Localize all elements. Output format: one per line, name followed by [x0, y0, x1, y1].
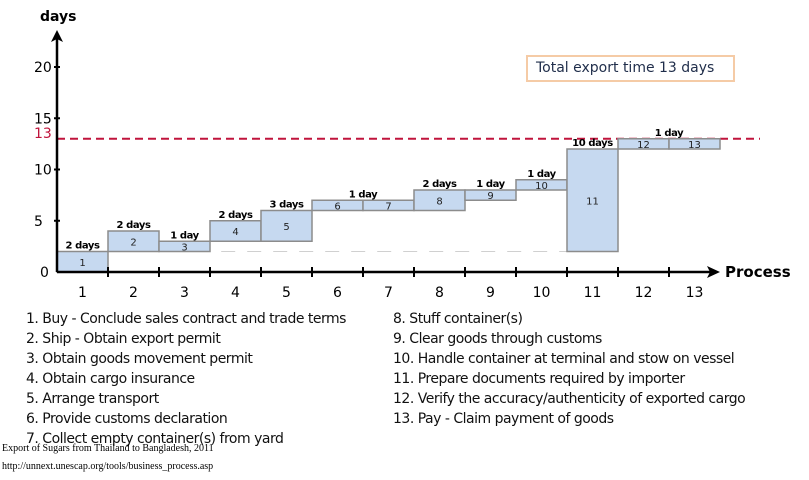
bar-label-13: 13 — [688, 140, 701, 151]
duration-label: 2 days — [116, 220, 151, 231]
legend-item: 11. Prepare documents required by import… — [393, 371, 685, 387]
bar-label-12: 12 — [637, 140, 650, 151]
duration-label: 3 days — [269, 200, 304, 211]
y-tick-label: 5 — [34, 214, 43, 230]
legend-item: 9. Clear goods through customs — [393, 331, 602, 347]
duration-label: 2 days — [65, 241, 100, 252]
x-tick-label: 10 — [533, 285, 551, 301]
x-tick-label: 12 — [635, 285, 653, 301]
x-tick-label: 11 — [584, 285, 602, 301]
duration-label: 1 day — [527, 169, 556, 180]
legend-item: 1. Buy - Conclude sales contract and tra… — [26, 311, 346, 327]
bar-label-9: 9 — [487, 191, 493, 202]
reference-line-label: 13 — [34, 126, 52, 142]
duration-label: 1 day — [476, 179, 505, 190]
process-bar-13 — [668, 138, 721, 150]
x-axis-title: Process — [725, 263, 791, 281]
legend-item: 13. Pay - Claim payment of goods — [393, 411, 614, 427]
x-tick-label: 6 — [333, 285, 342, 301]
legend-item: 2. Ship - Obtain export permit — [26, 331, 221, 347]
bar-label-5: 5 — [283, 222, 289, 233]
legend-item: 4. Obtain cargo insurance — [26, 371, 195, 387]
duration-label: 1 day — [170, 230, 199, 241]
bar-label-4: 4 — [232, 227, 238, 238]
process-bar-3 — [158, 240, 211, 253]
legend-left-column: 1. Buy - Conclude sales contract and tra… — [26, 309, 346, 449]
legend-item: 3. Obtain goods movement permit — [26, 351, 253, 367]
x-tick-label: 7 — [384, 285, 393, 301]
source-url: http://unnext.unescap.org/tools/business… — [2, 461, 214, 472]
legend-item: 7. Collect empty container(s) from yard — [26, 431, 284, 447]
x-tick-label: 13 — [686, 285, 704, 301]
bar-label-3: 3 — [181, 242, 187, 253]
duration-label: 2 days — [218, 210, 253, 221]
bar-label-11: 11 — [586, 196, 599, 207]
legend-right-column: 8. Stuff container(s) 9. Clear goods thr… — [393, 309, 746, 429]
y-axis-title: days — [40, 9, 77, 25]
x-tick-label: 9 — [486, 285, 495, 301]
bar-label-10: 10 — [535, 181, 548, 192]
y-tick-label: 15 — [34, 111, 52, 127]
x-tick-label: 5 — [282, 285, 291, 301]
process-bar-5 — [260, 209, 313, 242]
duration-label: 10 days — [572, 138, 613, 149]
total-export-time-annotation: Total export time 13 days — [526, 55, 735, 82]
bar-label-2: 2 — [130, 237, 136, 248]
source-caption: Export of Sugars from Thailand to Bangla… — [2, 443, 214, 454]
clipped-text-line — [30, 474, 809, 480]
process-bar-11 — [566, 148, 619, 253]
legend-item: 12. Verify the accuracy/authenticity of … — [393, 391, 746, 407]
duration-label: 1 day — [349, 189, 378, 200]
y-tick-label: 20 — [34, 60, 52, 76]
x-tick-label: 3 — [180, 285, 189, 301]
duration-label: 1 day — [655, 128, 684, 139]
x-tick-label: 4 — [231, 285, 240, 301]
y-axis-arrow-icon — [51, 30, 63, 42]
bar-label-6: 6 — [334, 201, 340, 212]
x-tick-label: 2 — [129, 285, 138, 301]
bar-label-7: 7 — [385, 201, 391, 212]
duration-label: 2 days — [422, 179, 457, 190]
process-bar-9 — [464, 189, 517, 201]
bar-label-1: 1 — [79, 258, 85, 269]
bar-label-8: 8 — [436, 196, 442, 207]
legend-item: 10. Handle container at terminal and sto… — [393, 351, 735, 367]
legend-item: 6. Provide customs declaration — [26, 411, 228, 427]
y-tick-label: 10 — [34, 163, 52, 179]
legend-item: 5. Arrange transport — [26, 391, 159, 407]
x-tick-label: 8 — [435, 285, 444, 301]
legend-item: 8. Stuff container(s) — [393, 311, 523, 327]
x-tick-label: 1 — [78, 285, 87, 301]
x-axis-arrow-icon — [707, 266, 720, 278]
y-tick-label: 0 — [40, 265, 49, 281]
